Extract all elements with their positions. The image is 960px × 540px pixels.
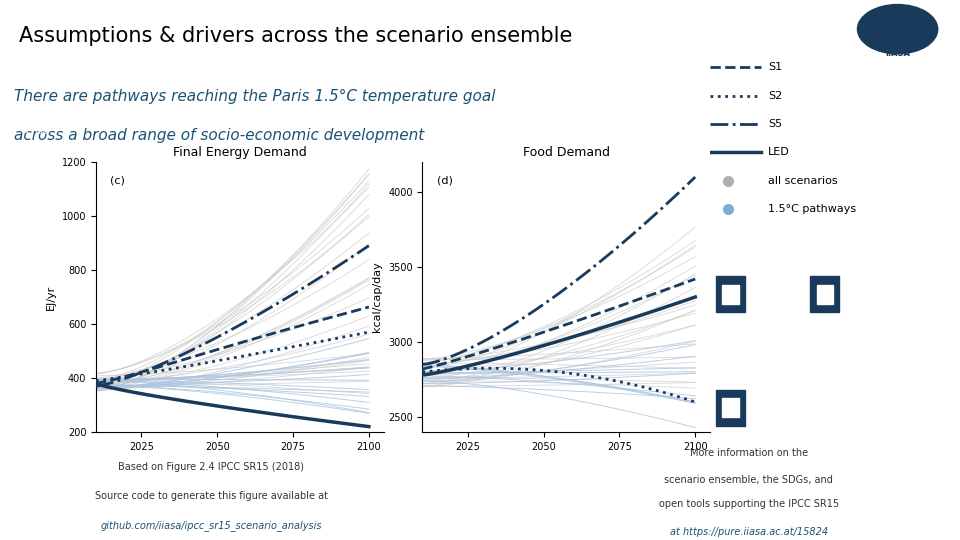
- Bar: [737, 416, 751, 432]
- Bar: [804, 383, 818, 400]
- Text: S5: S5: [768, 119, 782, 129]
- Text: LED: LED: [768, 147, 790, 157]
- Bar: [737, 367, 751, 383]
- Bar: [778, 335, 791, 351]
- Bar: [791, 351, 804, 367]
- Bar: [764, 416, 778, 432]
- Bar: [818, 351, 831, 367]
- Bar: [804, 270, 845, 319]
- Bar: [804, 335, 818, 351]
- Text: S1: S1: [768, 62, 782, 72]
- Text: Based on Figure 2.4 IPCC SR15 (2018): Based on Figure 2.4 IPCC SR15 (2018): [118, 462, 304, 472]
- Text: Source code to generate this figure available at: Source code to generate this figure avai…: [95, 491, 327, 502]
- Text: 2: 2: [33, 256, 39, 266]
- Bar: [778, 319, 791, 335]
- Bar: [818, 319, 831, 335]
- Bar: [791, 367, 804, 383]
- Bar: [737, 383, 751, 400]
- Bar: [737, 319, 751, 335]
- Bar: [710, 335, 724, 351]
- Bar: [831, 319, 845, 335]
- Y-axis label: EJ/yr: EJ/yr: [46, 285, 56, 309]
- Bar: [804, 286, 818, 302]
- Text: scenario ensemble, the SDGs, and: scenario ensemble, the SDGs, and: [664, 475, 833, 485]
- Text: IIASA: IIASA: [885, 49, 910, 58]
- Text: There are pathways reaching the Paris 1.5°C temperature goal: There are pathways reaching the Paris 1.…: [13, 89, 495, 104]
- Bar: [751, 302, 764, 319]
- Bar: [716, 390, 745, 426]
- Text: (d): (d): [437, 176, 453, 186]
- Bar: [710, 270, 724, 286]
- Bar: [764, 302, 778, 319]
- Bar: [724, 302, 737, 319]
- Bar: [710, 383, 724, 400]
- Bar: [751, 286, 764, 302]
- Bar: [804, 270, 818, 286]
- Bar: [737, 302, 751, 319]
- Bar: [710, 351, 724, 367]
- Bar: [804, 351, 818, 367]
- Bar: [710, 270, 751, 319]
- Bar: [831, 383, 845, 400]
- Text: AFFORDABLE
ENERGY: AFFORDABLE ENERGY: [15, 351, 57, 362]
- Bar: [818, 400, 831, 416]
- Bar: [791, 400, 804, 416]
- Bar: [710, 383, 751, 432]
- Bar: [804, 416, 818, 432]
- Bar: [724, 270, 737, 286]
- Text: 22: 22: [12, 501, 29, 514]
- Bar: [804, 400, 818, 416]
- Text: NO
POVERTY: NO POVERTY: [22, 200, 50, 211]
- Bar: [818, 335, 831, 351]
- Bar: [751, 400, 764, 416]
- Bar: [710, 367, 724, 383]
- Bar: [804, 302, 818, 319]
- Text: 13: 13: [29, 105, 43, 115]
- Text: S2: S2: [768, 91, 782, 100]
- Text: ZERO
HUNGER: ZERO HUNGER: [22, 275, 50, 286]
- Bar: [723, 285, 738, 304]
- Text: More information on the: More information on the: [689, 448, 808, 458]
- Bar: [831, 335, 845, 351]
- Text: open tools supporting the IPCC SR15: open tools supporting the IPCC SR15: [659, 499, 839, 509]
- Text: 1.5°C pathways: 1.5°C pathways: [768, 204, 856, 214]
- Bar: [831, 302, 845, 319]
- Bar: [710, 319, 724, 335]
- Text: github.com/iiasa/ipcc_sr15_scenario_analysis: github.com/iiasa/ipcc_sr15_scenario_anal…: [101, 521, 322, 531]
- Bar: [751, 351, 764, 367]
- Circle shape: [857, 4, 938, 54]
- Bar: [764, 319, 778, 335]
- Bar: [751, 335, 764, 351]
- Bar: [751, 270, 764, 286]
- Text: CLIMATE
ACTION: CLIMATE ACTION: [23, 124, 49, 135]
- Bar: [818, 270, 831, 286]
- Text: at https://pure.iiasa.ac.at/15824: at https://pure.iiasa.ac.at/15824: [670, 527, 828, 537]
- Text: 7: 7: [33, 332, 39, 342]
- Text: 1: 1: [33, 180, 39, 191]
- Text: across a broad range of socio-economic development: across a broad range of socio-economic d…: [13, 128, 424, 143]
- Bar: [751, 319, 764, 335]
- Bar: [716, 276, 745, 312]
- Bar: [791, 319, 804, 335]
- Bar: [817, 285, 832, 304]
- Text: all scenarios: all scenarios: [768, 176, 838, 186]
- Bar: [810, 276, 839, 312]
- Title: Final Energy Demand: Final Energy Demand: [173, 146, 307, 159]
- Text: (c): (c): [110, 176, 125, 186]
- Bar: [737, 270, 751, 286]
- Text: Assumptions & drivers across the scenario ensemble: Assumptions & drivers across the scenari…: [19, 25, 572, 46]
- Bar: [737, 351, 751, 367]
- Bar: [804, 319, 818, 335]
- Bar: [831, 367, 845, 383]
- Bar: [723, 398, 738, 417]
- Bar: [778, 351, 791, 367]
- Title: Food Demand: Food Demand: [523, 146, 610, 159]
- Y-axis label: kcal/cap/day: kcal/cap/day: [372, 261, 382, 333]
